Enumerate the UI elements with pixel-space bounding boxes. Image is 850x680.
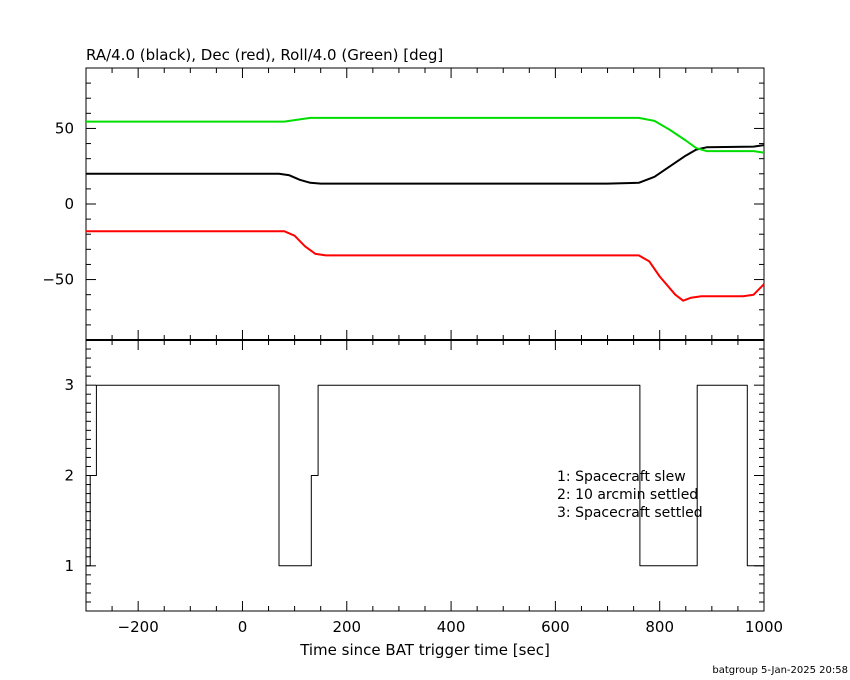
series-line-0 (86, 144, 765, 185)
footer-stamp: batgroup 5-Jan-2025 20:58 (712, 665, 848, 676)
series-line-1 (86, 230, 765, 302)
legend-block: 1: Spacecraft slew 2: 10 arcmin settled … (557, 469, 703, 521)
x-tick-label: 0 (238, 618, 248, 636)
x-axis-label: Time since BAT trigger time [sec] (299, 641, 550, 659)
y-tick-label: 3 (64, 376, 74, 394)
legend-line-3: 3: Spacecraft settled (557, 505, 703, 521)
top-panel-title: RA/4.0 (black), Dec (red), Roll/4.0 (Gre… (86, 46, 443, 64)
y-tick-label: 0 (64, 195, 74, 213)
y-tick-label: 2 (64, 467, 74, 485)
x-tick-label: 1000 (745, 618, 783, 636)
x-tick-label: 200 (332, 618, 361, 636)
x-tick-label: 400 (437, 618, 466, 636)
x-tick-label: 800 (645, 618, 674, 636)
y-tick-label: 1 (64, 557, 74, 575)
series-line-2 (86, 116, 765, 154)
bottom-panel: −200 0 200 400 600 800 1000 1 2 3 (64, 339, 783, 636)
legend-line-1: 1: Spacecraft slew (557, 469, 686, 485)
y-tick-label: −50 (42, 271, 74, 289)
x-tick-label: −200 (118, 618, 159, 636)
top-panel: −50 0 50 (42, 67, 765, 341)
panel-frame (85, 67, 765, 341)
x-tick-label: 600 (541, 618, 570, 636)
y-tick-label: 50 (55, 119, 74, 137)
legend-line-2: 2: 10 arcmin settled (557, 487, 698, 503)
settle-state-line (86, 384, 764, 567)
